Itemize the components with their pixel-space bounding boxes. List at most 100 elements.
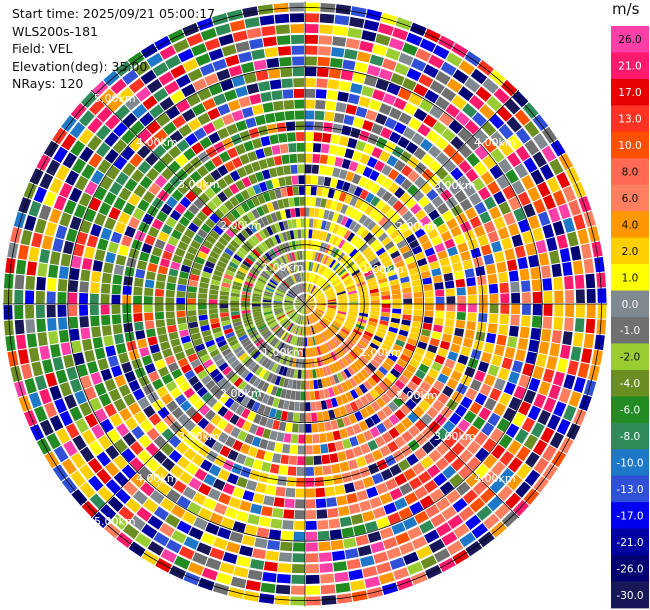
velocity-gate [393, 159, 406, 172]
velocity-gate [365, 327, 375, 335]
velocity-gate [301, 369, 305, 379]
velocity-gate [144, 287, 154, 297]
velocity-gate [132, 388, 145, 401]
velocity-gate [345, 206, 354, 217]
velocity-gate [144, 234, 156, 246]
velocity-gate [263, 309, 273, 313]
velocity-gate [292, 324, 297, 334]
range-label-1km: 1.00km [262, 346, 304, 359]
velocity-gate [272, 325, 281, 333]
velocity-gate [535, 353, 548, 368]
velocity-gate [176, 304, 186, 311]
velocity-gate [258, 355, 267, 365]
velocity-gate [305, 564, 320, 574]
velocity-gate [235, 250, 246, 259]
velocity-gate [295, 499, 305, 509]
velocity-gate [387, 512, 402, 525]
velocity-gate [319, 154, 328, 165]
velocity-gate [230, 296, 240, 301]
velocity-gate [353, 524, 367, 536]
velocity-gate [240, 62, 255, 74]
velocity-gate [289, 289, 297, 296]
velocity-gate [252, 184, 262, 195]
velocity-gate [483, 196, 497, 210]
velocity-gate [96, 142, 111, 158]
velocity-gate [305, 295, 310, 303]
velocity-gate [382, 58, 397, 71]
velocity-gate [62, 152, 77, 169]
velocity-gate [163, 473, 178, 487]
velocity-gate [225, 370, 236, 380]
velocity-gate [329, 453, 339, 464]
velocity-gate [140, 419, 153, 433]
velocity-gate [191, 142, 204, 155]
velocity-gate [97, 358, 109, 371]
instrument-text: WLS200s-181 [12, 23, 98, 39]
velocity-gate [25, 290, 35, 304]
velocity-gate [7, 242, 19, 259]
velocity-gate [203, 160, 216, 172]
velocity-gate [291, 346, 296, 356]
velocity-gate [225, 54, 240, 67]
velocity-gate [295, 300, 304, 304]
velocity-gate [230, 307, 240, 312]
velocity-gate [219, 393, 230, 405]
velocity-gate [585, 318, 596, 334]
velocity-gate [56, 428, 71, 444]
velocity-gate [129, 457, 144, 472]
velocity-gate [211, 155, 223, 168]
velocity-gate [305, 423, 312, 433]
velocity-gate [232, 486, 245, 499]
velocity-gate [273, 302, 283, 304]
velocity-gate [81, 164, 96, 180]
velocity-gate [154, 311, 165, 320]
velocity-gate [302, 250, 305, 260]
velocity-gate [312, 444, 321, 455]
velocity-gate [467, 312, 477, 322]
velocity-gate [493, 402, 507, 417]
velocity-gate [255, 171, 265, 182]
velocity-gate [320, 254, 327, 264]
velocity-gate [209, 348, 220, 358]
velocity-gate [392, 344, 403, 353]
velocity-gate [128, 78, 145, 94]
velocity-gate [512, 412, 526, 427]
velocity-gate [89, 304, 99, 316]
velocity-gate [209, 250, 220, 260]
velocity-gate [489, 69, 506, 86]
velocity-gate [441, 365, 453, 377]
velocity-gate [161, 442, 175, 456]
velocity-gate [367, 531, 382, 543]
velocity-gate [371, 373, 381, 384]
velocity-gate [289, 230, 295, 240]
velocity-gate [210, 414, 222, 426]
velocity-gate [334, 335, 343, 344]
velocity-gate [419, 381, 432, 392]
velocity-gate [286, 322, 293, 331]
velocity-gate [372, 44, 388, 57]
velocity-gate [301, 326, 304, 336]
velocity-gate [538, 341, 550, 355]
velocity-gate [38, 204, 52, 221]
velocity-gate [273, 300, 283, 303]
velocity-gate [231, 314, 241, 320]
velocity-gate [458, 506, 475, 522]
colorbar-segment [611, 237, 649, 265]
velocity-gate [327, 341, 334, 350]
velocity-gate [215, 357, 226, 367]
velocity-gate [275, 327, 283, 336]
velocity-gate [371, 123, 384, 135]
start-time-text: Start time: 2025/09/21 05:00:17 [12, 6, 216, 21]
velocity-gate [100, 304, 110, 315]
velocity-gate [503, 212, 516, 226]
velocity-gate [444, 238, 456, 249]
velocity-gate [157, 265, 169, 275]
velocity-gate [300, 305, 305, 314]
velocity-gate [432, 399, 445, 412]
velocity-gate [276, 122, 287, 133]
velocity-gate [203, 358, 214, 369]
velocity-gate [268, 167, 278, 178]
velocity-gate [313, 312, 321, 319]
velocity-gate [285, 121, 296, 131]
velocity-gate [543, 397, 557, 413]
